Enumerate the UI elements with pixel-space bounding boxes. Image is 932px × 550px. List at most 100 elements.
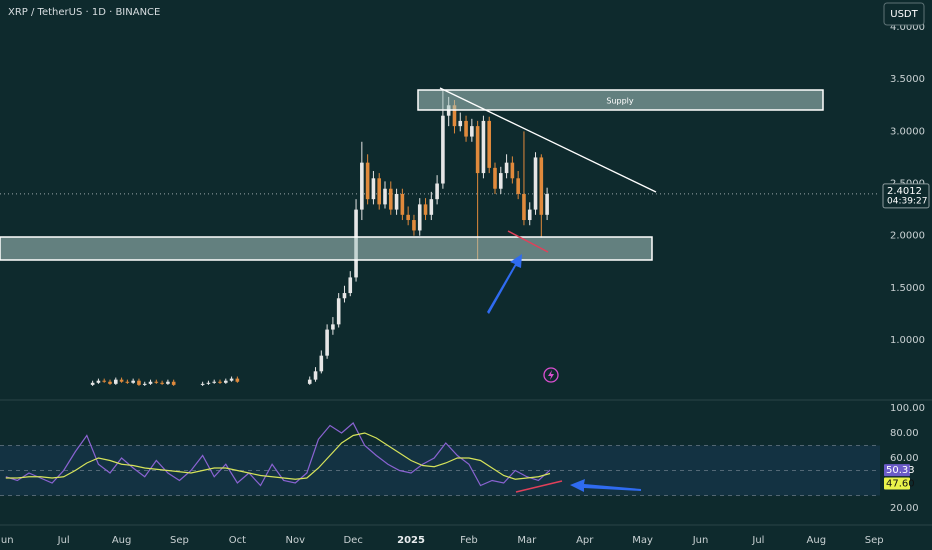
time-tick-label: Jul [751,535,764,546]
time-tick-label: Oct [229,535,246,546]
price-tick-label: 4.0000 [890,22,925,33]
candle-body [522,193,526,221]
candle-body [229,378,234,381]
candle-body [435,183,439,200]
candle-body [96,380,101,383]
candle-body [348,277,353,294]
candle-body [406,214,410,221]
price-tick-label: 3.5000 [890,74,925,85]
candle-body [539,157,544,215]
rsi-tick-label: 80.00 [890,428,919,439]
candle-body [166,381,170,384]
time-tick-label: Jul [57,535,70,546]
candle-body [487,120,492,168]
candle-body [102,380,107,382]
flash-icon-bolt [548,370,554,380]
time-tick-label: Sep [865,535,884,546]
trend-line [439,87,657,193]
candle-body [131,380,135,383]
price-tick-label: 3.0000 [890,126,925,137]
candle-body [342,293,347,299]
rsi-tick-label: 100.00 [890,403,925,414]
candle-body [417,204,422,231]
candle-body [516,178,520,194]
candle-body [470,126,474,137]
price-tick-label: 2.0000 [890,231,925,242]
time-tick-label: Dec [343,535,362,546]
candle-body [325,329,329,356]
candle-body [383,188,387,205]
candle-body [313,371,318,380]
candle-body [200,383,205,385]
time-tick-label: Apr [576,535,594,546]
candle-body [206,382,211,384]
candle-body [481,120,486,174]
candle-body [137,380,141,385]
time-tick-label: Jun [0,535,14,546]
candle-body [218,381,222,383]
candle-body [331,324,335,330]
demand-zone [0,236,653,261]
candle-body [400,193,405,215]
candle-body [148,381,153,384]
flash-icon [543,367,559,383]
rsi-line [5,432,551,480]
arrow-up [487,254,522,314]
time-tick-label: Aug [807,535,827,546]
candle-body [212,381,217,383]
candle-body [504,162,509,174]
divergence-line [507,230,549,253]
candle-body [458,120,463,127]
time-tick-label: Aug [112,535,132,546]
candle-body [388,188,393,210]
rsi-value-tag [884,477,910,490]
time-tick-label: May [632,535,653,546]
candle-body [412,220,416,231]
countdown-label: 04:39:27 [887,196,927,206]
candle-body [493,167,497,189]
candle-body [125,381,130,383]
rsi-divergence-line [515,480,563,493]
arrow-left [570,479,641,492]
candle-body [223,380,228,383]
time-tick-label: 2025 [397,535,425,546]
time-tick-label: Feb [460,535,478,546]
candle-body [371,178,376,200]
candle-body [171,381,176,385]
currency-button-label[interactable]: USDT [890,9,918,20]
price-tick-label: 1.0000 [890,335,925,346]
rsi-tick-label: 60.00 [890,453,919,464]
candle-body [545,193,549,215]
time-tick-label: Nov [285,535,305,546]
candle-body [510,162,515,179]
candle-body [429,199,434,215]
candle-body [365,162,370,200]
supply-zone [417,89,824,111]
candle-body [475,126,480,174]
candle-body [527,209,532,221]
candle-body [360,162,364,210]
candle-body [423,204,428,215]
candle-body [377,178,382,205]
time-tick-label: Jun [692,535,709,546]
last-price-tag [882,183,930,209]
candle-body [108,381,112,384]
candle-body [154,381,159,383]
candle-body [90,382,95,385]
candle-body [113,379,118,384]
time-tick-label: Sep [170,535,189,546]
currency-button[interactable] [883,2,925,26]
rsi-value-label: 50.33 [886,465,915,476]
candle-body [452,105,457,127]
candle-body [307,379,312,384]
candle-body [464,120,468,137]
symbol-title: XRP / TetherUS · 1D · BINANCE [8,7,160,18]
rsi-value-label: 47.60 [886,479,915,490]
candle-body [441,115,445,184]
candle-body [533,157,538,210]
rsi-value-tag [884,464,910,477]
time-tick-label: Mar [517,535,537,546]
price-tick-label: 1.5000 [890,283,925,294]
